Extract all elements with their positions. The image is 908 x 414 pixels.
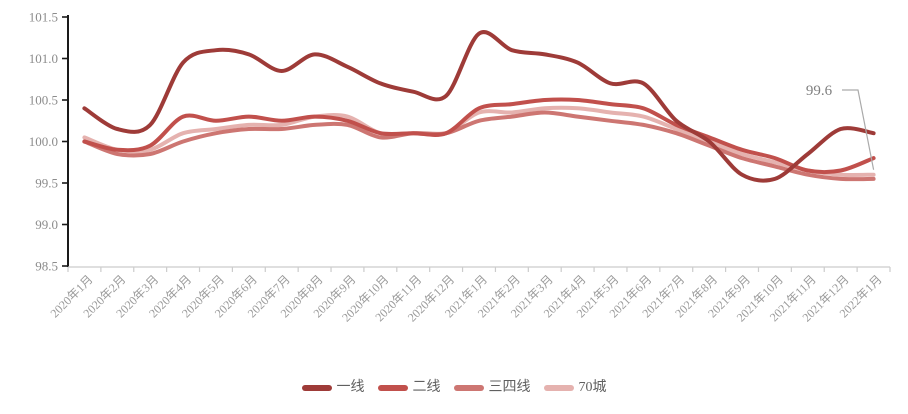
y-axis-label: 99.5 bbox=[35, 176, 58, 191]
legend-label: 一线 bbox=[336, 380, 365, 395]
y-axis-label: 101.0 bbox=[29, 51, 58, 66]
y-axis-label: 100.5 bbox=[29, 93, 58, 108]
series-line-seventy-city[interactable] bbox=[82, 105, 876, 178]
legend-item-seventy-city[interactable]: 70城 bbox=[543, 380, 607, 395]
legend-item-first-tier[interactable]: 一线 bbox=[301, 380, 365, 395]
legend-label: 70城 bbox=[578, 380, 607, 395]
legend-label: 二线 bbox=[412, 380, 441, 395]
legend-line-swatch bbox=[377, 385, 408, 391]
series-line-third-fourth-tier[interactable] bbox=[82, 110, 876, 182]
legend-label: 三四线 bbox=[488, 380, 531, 395]
series-line-first-tier[interactable] bbox=[82, 30, 876, 183]
y-axis-label: 101.5 bbox=[29, 10, 58, 25]
legend-line-swatch bbox=[301, 385, 332, 391]
series-line-second-tier[interactable] bbox=[82, 97, 876, 174]
chart-legend: 一线 二线 三四线 70城 bbox=[0, 381, 908, 395]
y-axis-label: 100.0 bbox=[29, 134, 58, 149]
end-value-annotation: 99.6 bbox=[806, 83, 833, 99]
y-axis-label: 98.5 bbox=[35, 259, 58, 274]
annotation-connector-line bbox=[842, 89, 875, 170]
y-axis-label: 99.0 bbox=[35, 217, 58, 232]
legend-line-swatch bbox=[543, 385, 574, 391]
legend-line-swatch bbox=[453, 385, 484, 391]
legend-item-second-tier[interactable]: 二线 bbox=[377, 380, 441, 395]
legend-item-third-fourth-tier[interactable]: 三四线 bbox=[453, 380, 531, 395]
